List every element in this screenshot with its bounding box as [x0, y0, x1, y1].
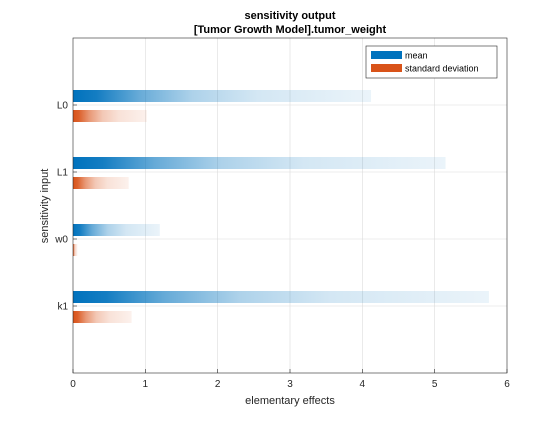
- legend-label-standard-deviation: standard deviation: [405, 64, 479, 74]
- y-tick-label-L0: L0: [57, 101, 69, 112]
- x-tick-label: 2: [215, 379, 221, 390]
- legend-swatch-mean: [371, 51, 402, 59]
- chart-subtitle: [Tumor Growth Model].tumor_weight: [194, 24, 387, 36]
- x-tick-label: 1: [143, 379, 149, 390]
- x-tick-label: 4: [360, 379, 366, 390]
- y-tick-label-k1: k1: [57, 302, 68, 313]
- y-axis: L0 L1 w0 k1: [54, 101, 77, 313]
- x-axis: 0 1 2 3 4 5 6: [70, 369, 510, 390]
- bar-mean-w0: [73, 224, 160, 236]
- x-axis-label: elementary effects: [245, 395, 335, 407]
- x-tick-label: 3: [287, 379, 293, 390]
- y-axis-label: sensitivity input: [39, 169, 51, 244]
- y-tick-label-L1: L1: [57, 168, 69, 179]
- bars: [73, 90, 489, 323]
- x-tick-label: 0: [70, 379, 76, 390]
- bar-standard-deviation-L1: [73, 177, 129, 189]
- bar-standard-deviation-L0: [73, 110, 147, 122]
- y-tick-label-w0: w0: [54, 235, 68, 246]
- x-tick-label: 5: [432, 379, 438, 390]
- chart-title: sensitivity output: [244, 10, 335, 22]
- legend: mean standard deviation: [365, 45, 498, 79]
- bar-standard-deviation-k1: [73, 311, 132, 323]
- bar-mean-L1: [73, 157, 446, 169]
- bar-mean-k1: [73, 291, 489, 303]
- bar-mean-L0: [73, 90, 372, 102]
- legend-label-mean: mean: [405, 51, 428, 61]
- legend-swatch-standard-deviation: [371, 64, 402, 72]
- x-tick-label: 6: [504, 379, 510, 390]
- bar-standard-deviation-w0: [73, 244, 78, 256]
